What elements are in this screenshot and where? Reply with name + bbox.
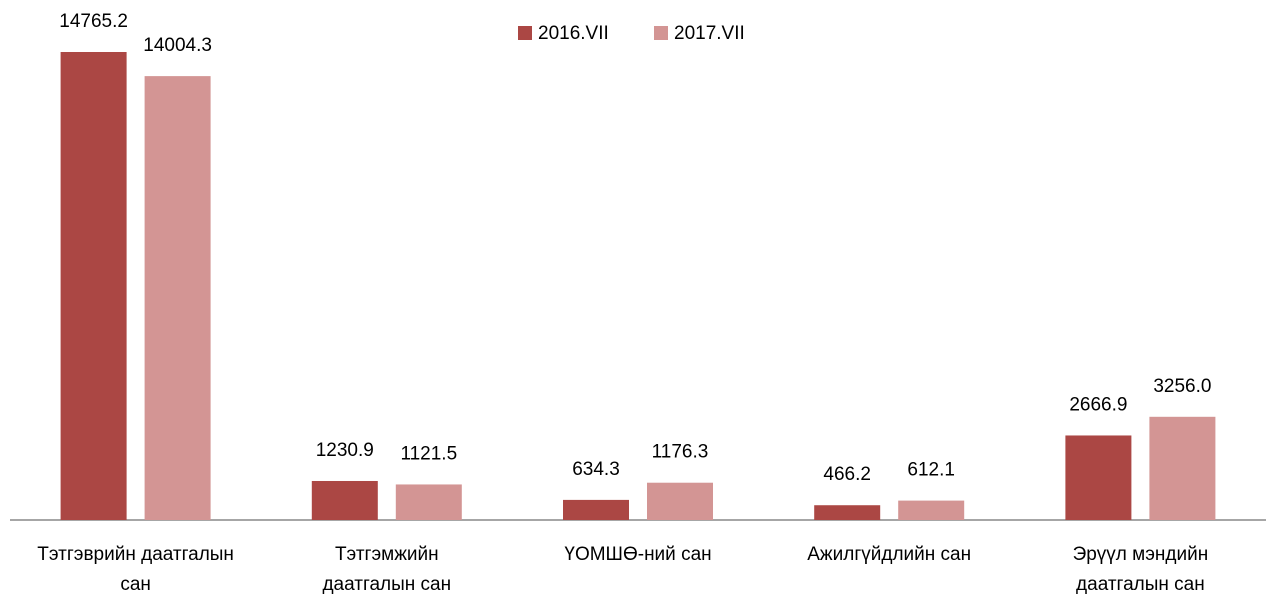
legend-swatch [518,26,532,40]
bar [60,52,127,520]
bar [144,76,211,520]
data-label: 1121.5 [400,443,457,464]
data-label: 2666.9 [1069,394,1127,415]
bar [563,499,629,520]
legend-label: 2016.VII [538,23,609,44]
data-label: 14004.3 [143,35,212,56]
legend-swatch [654,26,668,40]
x-tick-label: ҮОМШӨ-ний сан [564,544,712,565]
data-label: 1176.3 [652,442,709,463]
legend-label: 2017.VII [674,23,745,44]
data-label: 1230.9 [316,440,374,461]
bar [647,482,713,520]
data-label: 14765.2 [59,11,128,32]
bar [898,500,965,520]
data-label: 634.3 [572,459,620,480]
bar [814,505,881,520]
data-label: 612.1 [907,460,955,481]
x-tick-label: Тэтгэврийн даатгалын сан [37,544,234,595]
bar [395,484,462,520]
x-tick-label: Тэтгэмжийн даатгалын сан [322,544,452,595]
bar [1065,435,1132,520]
bar [311,480,378,520]
x-tick-label: Эрүүл мэндийн даатгалын сан [1072,544,1209,595]
x-tick-label: Ажилгүйдлийн сан [807,544,972,565]
data-label: 3256.0 [1153,376,1211,397]
data-label: 466.2 [823,464,871,485]
bar [1149,416,1216,520]
